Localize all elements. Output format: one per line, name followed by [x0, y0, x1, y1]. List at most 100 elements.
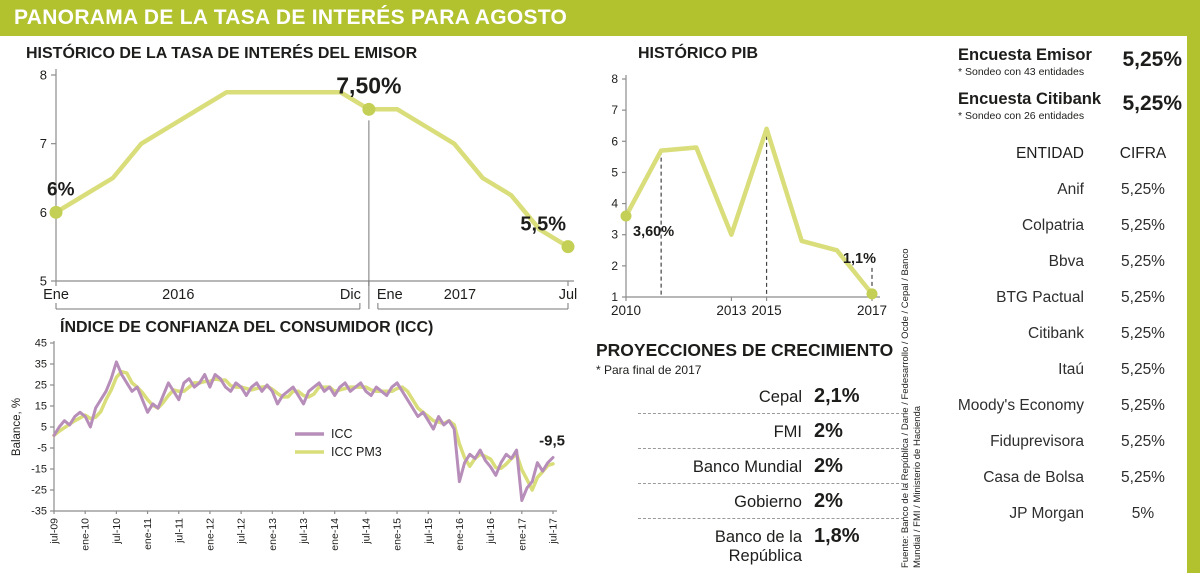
entity-value: 5,25% — [1121, 289, 1165, 306]
data-point-dot — [362, 103, 376, 117]
projections-title: PROYECCIONES DE CRECIMIENTO — [596, 340, 894, 361]
x-axis-label: 2015 — [752, 303, 782, 318]
y-tick-label: 4 — [611, 197, 618, 211]
x-tick-label: ene-17 — [516, 518, 528, 551]
entity-row: BTG Pactual 5,25% — [936, 280, 1186, 316]
x-tick-label: ene-12 — [204, 518, 216, 551]
point-annotation: 6% — [47, 180, 75, 201]
entity-value: 5,25% — [1121, 217, 1165, 234]
point-annotation: 5,5% — [520, 214, 566, 236]
entity-row: JP Morgan 5% — [936, 496, 1186, 532]
projection-entity: Cepal — [758, 388, 802, 407]
entity-name: BTG Pactual — [996, 289, 1084, 306]
y-axis-title: Balance, % — [11, 398, 23, 456]
entity-row: Bbva 5,25% — [936, 244, 1186, 280]
entity-row: Itaú 5,25% — [936, 352, 1186, 388]
right-column: Encuesta Emisor * Sondeo con 43 entidade… — [936, 44, 1186, 532]
survey-citibank: Encuesta Citibank * Sondeo con 26 entida… — [936, 88, 1186, 128]
entity-table: ENTIDAD CIFRA Anif 5,25% Colpatria 5,25% Bbv… — [936, 136, 1186, 532]
x-tick-label: ene-15 — [392, 518, 404, 551]
rate-chart-title: HISTÓRICO DE LA TASA DE INTERÉS DEL EMIS… — [26, 45, 418, 62]
y-tick-label: -25 — [31, 485, 47, 497]
x-axis-label: Ene — [43, 287, 69, 303]
projection-row: Cepal 2,1% — [638, 379, 904, 413]
projection-row: Gobierno 2% — [638, 483, 904, 518]
entity-name: Itaú — [1058, 361, 1084, 378]
cifra-column-header: CIFRA — [1119, 145, 1167, 162]
point-annotation: 1,1% — [843, 251, 876, 267]
entity-value: 5,25% — [1121, 325, 1165, 342]
entity-value: 5,25% — [1121, 433, 1165, 450]
projection-row: FMI 2% — [638, 413, 904, 448]
legend-label-icc-pm3: ICC PM3 — [331, 445, 382, 459]
x-axis-label: 2017 — [857, 303, 887, 318]
projections-note: * Para final de 2017 — [596, 363, 702, 378]
x-tick-label: jul-14 — [360, 518, 372, 545]
survey-emisor-note: * Sondeo con 43 entidades — [958, 66, 1085, 78]
y-tick-label: 25 — [35, 380, 47, 392]
y-tick-label: 15 — [35, 401, 47, 413]
y-tick-label: 3 — [611, 228, 618, 242]
y-tick-label: 7 — [40, 136, 47, 151]
entity-row: Citibank 5,25% — [936, 316, 1186, 352]
x-tick-label: ene-10 — [80, 518, 92, 551]
projection-entity: FMI — [773, 423, 802, 442]
entity-row: Casa de Bolsa 5,25% — [936, 460, 1186, 496]
entity-name: Citibank — [1028, 325, 1084, 342]
y-tick-label: 5 — [611, 166, 618, 180]
entity-row: Moody's Economy 5,25% — [936, 388, 1186, 424]
x-tick-label: jul-09 — [49, 518, 61, 545]
y-tick-label: 8 — [611, 72, 618, 86]
icc-pm3-line — [52, 370, 555, 493]
y-tick-label: 1 — [611, 290, 618, 304]
projection-value: 2% — [814, 455, 843, 478]
data-point-dot — [620, 210, 632, 222]
entity-name: Colpatria — [1021, 217, 1084, 234]
x-axis-label: 2017 — [444, 287, 476, 303]
entity-row: Colpatria 5,25% — [936, 208, 1186, 244]
y-tick-label: 5 — [40, 274, 47, 289]
source-note: Fuente: Banco de la República / Dane / F… — [900, 248, 924, 569]
entity-name: Moody's Economy — [957, 397, 1084, 414]
y-tick-label: 45 — [35, 338, 47, 350]
projection-entity: Gobierno — [734, 493, 802, 512]
projection-entity: Banco Mundial — [692, 458, 802, 477]
entity-name: Casa de Bolsa — [983, 469, 1084, 486]
x-tick-label: jul-12 — [236, 518, 248, 545]
data-point-dot — [866, 288, 878, 300]
projection-value: 2% — [814, 420, 843, 443]
entity-name: Fiduprevisora — [990, 433, 1084, 450]
y-tick-label: -15 — [31, 464, 47, 476]
entity-column-header: ENTIDAD — [1015, 145, 1084, 162]
x-tick-label: ene-16 — [454, 518, 466, 551]
survey-emisor: Encuesta Emisor * Sondeo con 43 entidade… — [936, 44, 1186, 84]
pib-series-line — [623, 126, 875, 297]
entity-value: 5,25% — [1121, 397, 1165, 414]
x-axis-label: 2013 — [716, 303, 746, 318]
projection-value: 2,1% — [814, 385, 860, 408]
page-title: PANORAMA DE LA TASA DE INTERÉS PARA AGOS… — [14, 6, 568, 29]
end-annotation: -9,5 — [539, 433, 565, 450]
accent-strip — [1187, 0, 1200, 573]
x-tick-label: ene-14 — [329, 518, 341, 551]
y-tick-label: 6 — [611, 134, 618, 148]
x-tick-label: jul-10 — [111, 518, 123, 545]
survey-citibank-note: * Sondeo con 26 entidades — [958, 110, 1085, 122]
point-annotation: 3,60% — [633, 224, 674, 240]
entity-table-header: ENTIDAD CIFRA — [936, 136, 1186, 172]
survey-head: Encuesta Emisor * Sondeo con 43 entidade… — [958, 46, 1092, 78]
entity-name: Anif — [1057, 181, 1084, 198]
projection-value: 1,8% — [814, 525, 860, 548]
x-axis-label: 2010 — [611, 303, 641, 318]
x-tick-label: ene-11 — [142, 518, 154, 550]
y-tick-label: -35 — [31, 506, 47, 518]
x-tick-label: jul-13 — [298, 518, 310, 545]
icc-chart-title: ÍNDICE DE CONFIANZA DEL CONSUMIDOR (ICC) — [60, 319, 434, 337]
x-axis-label: 2016 — [162, 287, 194, 303]
y-tick-label: 7 — [611, 103, 618, 117]
x-tick-label: jul-16 — [485, 518, 497, 545]
middle-column: HISTÓRICO PIB 8 7 6 5 4 3 2 1 2010 2013 2015 2017 3,… — [592, 40, 904, 571]
entity-value: 5,25% — [1121, 469, 1165, 486]
